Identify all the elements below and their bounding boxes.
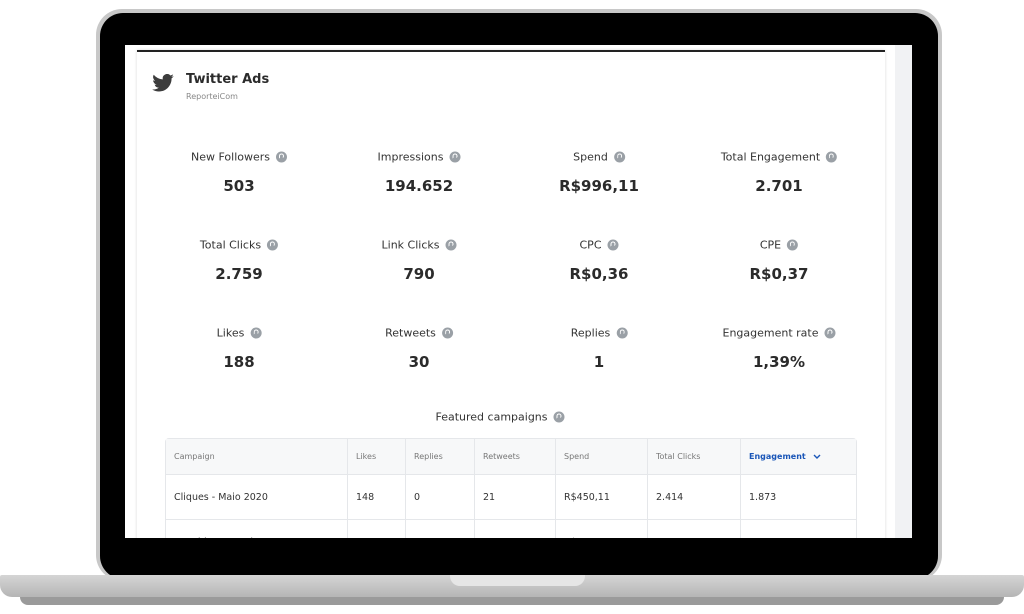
metric-value: 30 — [408, 353, 430, 371]
table-cell: 345 — [648, 520, 741, 538]
metric-value: 503 — [223, 177, 255, 195]
metric-value: 2.759 — [215, 265, 263, 283]
metric-label-text: CPC — [579, 238, 602, 252]
column-header[interactable]: Campaign — [166, 439, 348, 474]
column-header[interactable]: Replies — [406, 439, 475, 474]
table-cell: 2.414 — [648, 475, 741, 520]
help-icon[interactable] — [616, 327, 628, 339]
metric-label-text: Total Clicks — [199, 238, 262, 252]
metric-value: 1 — [593, 353, 605, 371]
table-cell: Cliques - Maio 2020 — [166, 475, 348, 520]
header-subtitle: ReporteiCom — [186, 92, 238, 101]
metric-label-text: Engagement rate — [722, 326, 819, 340]
metric-value: R$996,11 — [559, 177, 639, 195]
metric-label: Spend — [573, 151, 625, 164]
metric-value: R$0,37 — [749, 265, 809, 283]
metric-label: Engagement rate — [722, 326, 836, 340]
help-icon[interactable] — [613, 151, 625, 163]
help-icon[interactable] — [250, 327, 262, 339]
screen: Twitter Ads ReporteiCom New Followers 503… — [125, 45, 912, 538]
metric-label-text: Impressions — [377, 150, 444, 164]
header-title: Twitter Ads — [186, 72, 270, 87]
metric-label: Link Clicks — [382, 239, 457, 252]
help-icon[interactable] — [826, 151, 838, 163]
metric-value: 188 — [223, 353, 255, 371]
column-header[interactable]: Engagement — [741, 439, 856, 474]
featured-title-text: Featured campaigns — [435, 410, 548, 424]
column-header[interactable]: Likes — [348, 439, 406, 474]
sort-chevron[interactable] — [812, 453, 822, 461]
help-icon[interactable] — [553, 411, 565, 423]
table-cell: 21 — [475, 475, 556, 520]
table-cell: 1.873 — [749, 492, 777, 503]
help-icon[interactable] — [445, 239, 457, 251]
metric-label: CPE — [759, 238, 799, 252]
metric-label: Retweets — [385, 327, 453, 340]
table-cell: 148 — [348, 475, 406, 520]
metric-label-text: CPE — [759, 238, 782, 252]
table-cell: 9 — [475, 520, 556, 538]
table-cell: R$546,00 — [556, 520, 648, 538]
metric-label-text: Spend — [573, 150, 608, 164]
table-cell: 40 — [348, 520, 406, 538]
help-icon[interactable] — [441, 327, 453, 339]
campaign-table: Campaign Likes Replies Retweets Spend Total C… — [165, 438, 857, 538]
row-divider — [166, 519, 856, 520]
twitter-icon — [152, 74, 174, 92]
laptop-base — [0, 575, 1024, 597]
metric-value: 1,39% — [752, 353, 806, 371]
table-cell: 828 — [741, 520, 856, 538]
metric-label: Total Clicks — [199, 238, 279, 252]
metric-value: 2.701 — [755, 177, 803, 195]
metric-label: Total Engagement — [720, 150, 838, 164]
column-header[interactable]: Total Clicks — [648, 439, 741, 474]
table-cell: Seguidores - Maio 2020 — [166, 520, 348, 538]
metric-value: R$0,36 — [569, 265, 629, 283]
metric-value: 790 — [403, 265, 435, 283]
table-cell: 0 — [406, 475, 475, 520]
laptop-base-shadow — [20, 597, 1004, 605]
metric-label: CPC — [580, 239, 619, 252]
metric-label-text: Total Engagement — [720, 150, 821, 164]
metric-label-text: New Followers — [190, 150, 271, 164]
help-icon[interactable] — [276, 151, 288, 163]
metric-label-text: Retweets — [385, 326, 436, 340]
table-header-bg — [166, 439, 856, 475]
metric-label: Replies — [571, 327, 628, 340]
column-header[interactable]: Retweets — [475, 439, 556, 474]
help-icon[interactable] — [449, 151, 461, 163]
metric-label-text: Replies — [570, 326, 611, 340]
card: Twitter Ads ReporteiCom New Followers 503… — [137, 50, 885, 538]
help-icon[interactable] — [267, 239, 279, 251]
metric-label: Likes — [217, 327, 262, 340]
metric-label: Impressions — [378, 151, 461, 164]
metric-label-text: Link Clicks — [381, 238, 440, 252]
help-icon[interactable] — [824, 327, 836, 339]
metric-value: 194.652 — [384, 177, 454, 195]
metric-label-text: Likes — [216, 326, 245, 340]
featured-title: Featured campaigns — [435, 410, 565, 424]
metric-label: New Followers — [190, 150, 288, 164]
laptop-notch — [450, 575, 585, 586]
table-cell: 1 — [406, 520, 475, 538]
table-cell: R$450,11 — [556, 475, 648, 520]
help-icon[interactable] — [787, 239, 799, 251]
help-icon[interactable] — [607, 239, 619, 251]
column-header[interactable]: Spend — [556, 439, 648, 474]
scrollbar-track — [895, 45, 912, 538]
